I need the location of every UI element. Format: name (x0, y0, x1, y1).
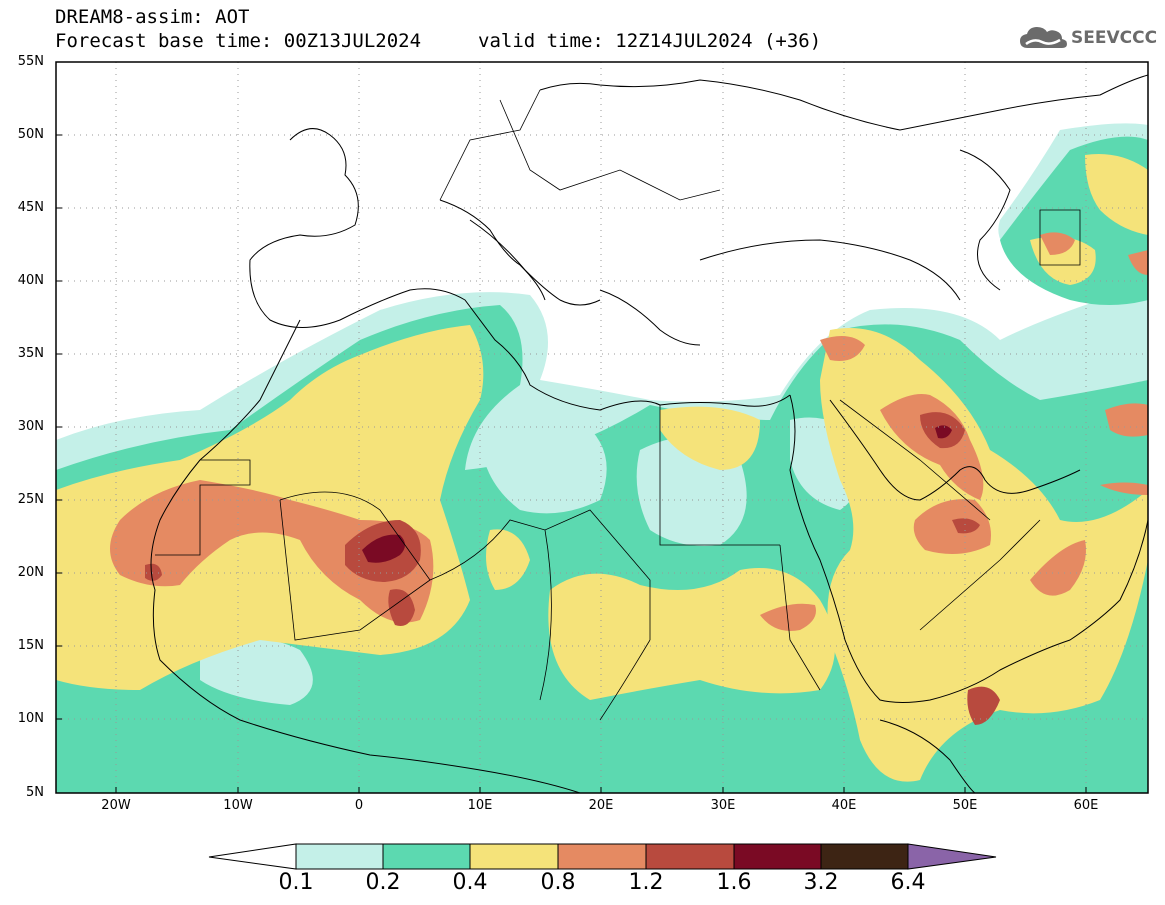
colorbar-cell-6 (733, 843, 822, 870)
colorbar-label: 0.1 (278, 870, 314, 895)
colorbar-cell-1 (295, 843, 384, 870)
lon-label: 20W (101, 798, 131, 813)
lon-label: 40E (831, 798, 857, 813)
aot-contour-0.8 (110, 480, 434, 623)
logo: SEEVCCC (1018, 24, 1157, 52)
lat-label: 15N (17, 638, 44, 653)
colorbar-label: 1.2 (628, 870, 664, 895)
colorbar-label: 1.6 (716, 870, 752, 895)
aot-field (56, 62, 1148, 793)
lat-label: 35N (17, 346, 44, 361)
colorbar-label: 6.4 (890, 870, 926, 895)
colorbar-cell-2 (382, 843, 471, 870)
colorbar-cell-5 (645, 843, 735, 870)
colorbar-label: 0.2 (365, 870, 401, 895)
lon-label: 10E (467, 798, 493, 813)
logo-text: SEEVCCC (1071, 28, 1158, 48)
coastlines (150, 74, 1148, 793)
colorbar-label: 0.8 (540, 870, 576, 895)
graticule (56, 62, 1148, 793)
map-title: DREAM8-assim: AOT (55, 6, 250, 28)
lat-label: 10N (17, 711, 44, 726)
lat-label: 40N (17, 273, 44, 288)
colorbar-cell-below (208, 843, 297, 870)
aot-contour-1.6 (362, 534, 405, 563)
colorbar-cell-above (907, 843, 997, 870)
colorbar-cell-3 (469, 843, 559, 870)
colorbar-cell-4 (557, 843, 647, 870)
cloud-icon (1020, 27, 1067, 48)
colorbar (208, 843, 997, 870)
forecast-base-time: Forecast base time: 00Z13JUL2024 (55, 30, 422, 52)
lat-label: 25N (17, 492, 44, 507)
borders (155, 89, 1081, 721)
lat-label: 45N (17, 200, 44, 215)
lon-label: 30E (710, 798, 736, 813)
lon-label: 10W (223, 798, 253, 813)
lat-label: 50N (17, 127, 44, 142)
colorbar-cell-7 (820, 843, 909, 870)
axis-ticks (56, 61, 1087, 794)
lat-label: 20N (17, 565, 44, 580)
lon-label: 50E (952, 798, 978, 813)
lon-label: 20E (588, 798, 614, 813)
valid-time: valid time: 12Z14JUL2024 (+36) (478, 30, 822, 52)
colorbar-label: 0.4 (452, 870, 488, 895)
lon-label: 0 (354, 798, 364, 813)
lat-label: 5N (26, 785, 44, 800)
colorbar-label: 3.2 (803, 870, 839, 895)
lat-label: 55N (17, 54, 44, 69)
lat-label: 30N (17, 419, 44, 434)
lon-label: 60E (1073, 798, 1099, 813)
